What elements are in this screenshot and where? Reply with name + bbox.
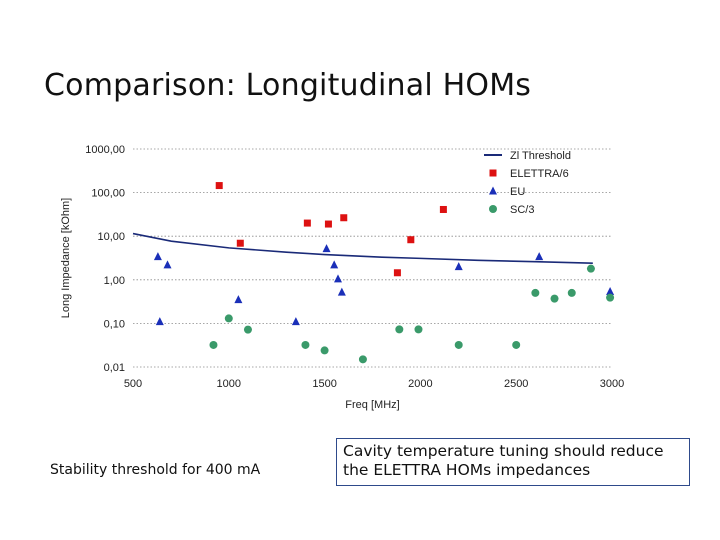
legend-swatch-sc-3 [489,205,497,213]
eu-point [535,252,544,261]
elettra-6-point [393,269,401,277]
legend-swatch-eu [489,186,497,195]
sc-3-point [586,264,595,273]
grid-layer [133,148,612,368]
sc-3-point [550,294,559,303]
x-tick-label: 1500 [312,378,336,390]
sc-3-point [358,355,367,364]
x-tick-label: 3000 [600,378,624,390]
sc-3-point [395,325,404,334]
axis-layer: 1000,00 100,00 10,00 1,00 0,10 0,01 500 1000 150… [60,144,624,411]
y-axis-label: Long Impedance [kOhm] [60,198,72,318]
sc-3-point [567,288,576,297]
eu-point [153,252,162,261]
sc-3-point [209,340,218,349]
sc-3-point [512,340,521,349]
eu-point [337,287,346,296]
x-tick-label: 2000 [408,378,432,390]
eu-point [334,274,343,283]
elettra-6-point [407,236,415,244]
eu-point [163,260,172,269]
legend-swatch-elettra-6 [489,169,497,177]
elettra-6-point [439,205,447,213]
legend-label-eu: EU [510,186,525,198]
sc-3-point [606,293,615,302]
x-tick-label: 1000 [217,378,241,390]
y-tick-label: 100,00 [91,188,125,200]
eu-point [291,317,300,326]
eu-point [322,244,331,253]
eu-point [155,317,164,326]
legend: Zl Threshold ELETTRA/6 EU SC/3 [484,150,571,216]
y-tick-label: 1000,00 [85,144,125,156]
elettra-6-point [340,214,348,222]
eu-point [330,260,339,269]
y-tick-label: 0,01 [104,362,125,374]
y-tick-label: 10,00 [97,231,125,243]
sc-3-point [243,325,252,334]
eu-point [606,286,615,295]
note-box: Cavity temperature tuning should reduce … [336,438,690,486]
eu-point [234,295,243,304]
sc-3-point [454,340,463,349]
sc-3-point [531,288,540,297]
y-tick-label: 1,00 [104,275,125,287]
sc-3-point [301,340,310,349]
elettra-6-point [303,219,311,227]
series-layer [132,182,615,364]
slide-title: Comparison: Longitudinal HOMs [44,68,532,103]
sc-3-point [414,325,423,334]
legend-label-sc-3: SC/3 [510,204,534,216]
sc-3-point [224,314,233,323]
elettra-6-point [236,239,244,247]
elettra-6-point [215,182,223,190]
stability-caption: Stability threshold for 400 mA [50,462,261,478]
x-tick-label: 500 [124,378,142,390]
x-tick-label: 2500 [504,378,528,390]
y-tick-label: 0,10 [104,318,125,330]
elettra-6-point [324,220,332,228]
x-axis-label: Freq [MHz] [345,399,399,411]
legend-label-elettra-6: ELETTRA/6 [510,168,569,180]
sc-3-point [320,346,329,355]
zl-threshold-line [132,232,593,265]
legend-label-zl-threshold: Zl Threshold [510,150,571,162]
eu-point [454,262,463,271]
